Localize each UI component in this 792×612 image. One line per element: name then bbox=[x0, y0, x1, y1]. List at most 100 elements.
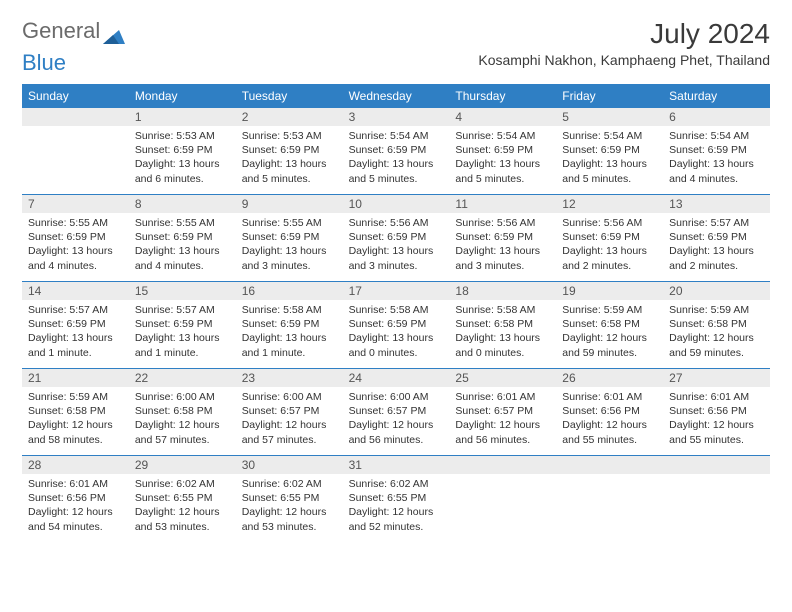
day-number: 30 bbox=[236, 456, 343, 474]
day-number: 15 bbox=[129, 282, 236, 300]
sunset-text: Sunset: 6:58 PM bbox=[562, 317, 657, 331]
sunrise-text: Sunrise: 6:01 AM bbox=[28, 477, 123, 491]
day-detail: Sunrise: 6:00 AMSunset: 6:57 PMDaylight:… bbox=[236, 387, 343, 451]
logo-triangle-icon bbox=[103, 24, 125, 38]
day-detail: Sunrise: 6:01 AMSunset: 6:56 PMDaylight:… bbox=[556, 387, 663, 451]
daylight-text: Daylight: 13 hours and 4 minutes. bbox=[28, 244, 123, 272]
day-number: 17 bbox=[343, 282, 450, 300]
day-number: 18 bbox=[449, 282, 556, 300]
daylight-text: Daylight: 12 hours and 57 minutes. bbox=[242, 418, 337, 446]
day-number: 6 bbox=[663, 108, 770, 126]
day-detail: Sunrise: 5:58 AMSunset: 6:58 PMDaylight:… bbox=[449, 300, 556, 364]
calendar-cell: 5Sunrise: 5:54 AMSunset: 6:59 PMDaylight… bbox=[556, 108, 663, 194]
logo: General bbox=[22, 18, 127, 44]
daylight-text: Daylight: 13 hours and 3 minutes. bbox=[242, 244, 337, 272]
day-detail: Sunrise: 5:59 AMSunset: 6:58 PMDaylight:… bbox=[663, 300, 770, 364]
day-detail: Sunrise: 5:54 AMSunset: 6:59 PMDaylight:… bbox=[449, 126, 556, 190]
calendar-cell: 26Sunrise: 6:01 AMSunset: 6:56 PMDayligh… bbox=[556, 369, 663, 455]
sunrise-text: Sunrise: 6:02 AM bbox=[242, 477, 337, 491]
calendar-cell: 23Sunrise: 6:00 AMSunset: 6:57 PMDayligh… bbox=[236, 369, 343, 455]
day-detail: Sunrise: 5:55 AMSunset: 6:59 PMDaylight:… bbox=[236, 213, 343, 277]
calendar-cell bbox=[449, 456, 556, 542]
day-detail: Sunrise: 5:58 AMSunset: 6:59 PMDaylight:… bbox=[343, 300, 450, 364]
calendar-cell: 27Sunrise: 6:01 AMSunset: 6:56 PMDayligh… bbox=[663, 369, 770, 455]
sunset-text: Sunset: 6:55 PM bbox=[349, 491, 444, 505]
sunset-text: Sunset: 6:55 PM bbox=[135, 491, 230, 505]
sunset-text: Sunset: 6:57 PM bbox=[455, 404, 550, 418]
sunset-text: Sunset: 6:59 PM bbox=[135, 317, 230, 331]
calendar-cell: 20Sunrise: 5:59 AMSunset: 6:58 PMDayligh… bbox=[663, 282, 770, 368]
location-label: Kosamphi Nakhon, Kamphaeng Phet, Thailan… bbox=[478, 52, 770, 68]
daylight-text: Daylight: 12 hours and 58 minutes. bbox=[28, 418, 123, 446]
daylight-text: Daylight: 13 hours and 5 minutes. bbox=[349, 157, 444, 185]
sunrise-text: Sunrise: 5:54 AM bbox=[669, 129, 764, 143]
sunrise-text: Sunrise: 5:59 AM bbox=[562, 303, 657, 317]
sunrise-text: Sunrise: 5:58 AM bbox=[242, 303, 337, 317]
sunrise-text: Sunrise: 6:00 AM bbox=[242, 390, 337, 404]
day-number: 10 bbox=[343, 195, 450, 213]
sunset-text: Sunset: 6:59 PM bbox=[135, 230, 230, 244]
sunset-text: Sunset: 6:59 PM bbox=[28, 317, 123, 331]
calendar-cell: 11Sunrise: 5:56 AMSunset: 6:59 PMDayligh… bbox=[449, 195, 556, 281]
day-number: 27 bbox=[663, 369, 770, 387]
calendar-cell: 1Sunrise: 5:53 AMSunset: 6:59 PMDaylight… bbox=[129, 108, 236, 194]
calendar-cell: 7Sunrise: 5:55 AMSunset: 6:59 PMDaylight… bbox=[22, 195, 129, 281]
sunset-text: Sunset: 6:59 PM bbox=[135, 143, 230, 157]
daylight-text: Daylight: 13 hours and 3 minutes. bbox=[455, 244, 550, 272]
sunset-text: Sunset: 6:57 PM bbox=[242, 404, 337, 418]
day-number: 26 bbox=[556, 369, 663, 387]
calendar-cell: 12Sunrise: 5:56 AMSunset: 6:59 PMDayligh… bbox=[556, 195, 663, 281]
sunset-text: Sunset: 6:58 PM bbox=[455, 317, 550, 331]
daylight-text: Daylight: 13 hours and 3 minutes. bbox=[349, 244, 444, 272]
calendar-cell: 16Sunrise: 5:58 AMSunset: 6:59 PMDayligh… bbox=[236, 282, 343, 368]
day-header-row: Sunday Monday Tuesday Wednesday Thursday… bbox=[22, 84, 770, 108]
daylight-text: Daylight: 13 hours and 5 minutes. bbox=[562, 157, 657, 185]
sunrise-text: Sunrise: 5:54 AM bbox=[562, 129, 657, 143]
day-number: 2 bbox=[236, 108, 343, 126]
sunrise-text: Sunrise: 5:55 AM bbox=[242, 216, 337, 230]
day-detail: Sunrise: 6:01 AMSunset: 6:56 PMDaylight:… bbox=[22, 474, 129, 538]
day-detail: Sunrise: 5:56 AMSunset: 6:59 PMDaylight:… bbox=[556, 213, 663, 277]
day-number: 16 bbox=[236, 282, 343, 300]
week-row: 28Sunrise: 6:01 AMSunset: 6:56 PMDayligh… bbox=[22, 455, 770, 542]
day-detail: Sunrise: 5:59 AMSunset: 6:58 PMDaylight:… bbox=[556, 300, 663, 364]
sunrise-text: Sunrise: 5:55 AM bbox=[28, 216, 123, 230]
calendar-cell: 28Sunrise: 6:01 AMSunset: 6:56 PMDayligh… bbox=[22, 456, 129, 542]
daylight-text: Daylight: 12 hours and 53 minutes. bbox=[135, 505, 230, 533]
calendar-cell: 24Sunrise: 6:00 AMSunset: 6:57 PMDayligh… bbox=[343, 369, 450, 455]
logo-text-general: General bbox=[22, 18, 100, 44]
calendar-cell: 13Sunrise: 5:57 AMSunset: 6:59 PMDayligh… bbox=[663, 195, 770, 281]
day-detail: Sunrise: 6:00 AMSunset: 6:57 PMDaylight:… bbox=[343, 387, 450, 451]
day-number: 11 bbox=[449, 195, 556, 213]
sunset-text: Sunset: 6:59 PM bbox=[242, 143, 337, 157]
sunset-text: Sunset: 6:59 PM bbox=[455, 230, 550, 244]
daylight-text: Daylight: 13 hours and 5 minutes. bbox=[455, 157, 550, 185]
sunset-text: Sunset: 6:58 PM bbox=[28, 404, 123, 418]
calendar-cell: 22Sunrise: 6:00 AMSunset: 6:58 PMDayligh… bbox=[129, 369, 236, 455]
daylight-text: Daylight: 12 hours and 53 minutes. bbox=[242, 505, 337, 533]
sunset-text: Sunset: 6:59 PM bbox=[28, 230, 123, 244]
sunrise-text: Sunrise: 6:02 AM bbox=[135, 477, 230, 491]
calendar-cell: 8Sunrise: 5:55 AMSunset: 6:59 PMDaylight… bbox=[129, 195, 236, 281]
day-number: 25 bbox=[449, 369, 556, 387]
calendar-cell: 17Sunrise: 5:58 AMSunset: 6:59 PMDayligh… bbox=[343, 282, 450, 368]
sunset-text: Sunset: 6:56 PM bbox=[669, 404, 764, 418]
sunset-text: Sunset: 6:58 PM bbox=[669, 317, 764, 331]
sunset-text: Sunset: 6:56 PM bbox=[28, 491, 123, 505]
calendar-cell: 29Sunrise: 6:02 AMSunset: 6:55 PMDayligh… bbox=[129, 456, 236, 542]
day-number: 14 bbox=[22, 282, 129, 300]
sunrise-text: Sunrise: 5:57 AM bbox=[135, 303, 230, 317]
day-number: 13 bbox=[663, 195, 770, 213]
daylight-text: Daylight: 13 hours and 5 minutes. bbox=[242, 157, 337, 185]
day-number: 3 bbox=[343, 108, 450, 126]
day-detail: Sunrise: 5:57 AMSunset: 6:59 PMDaylight:… bbox=[129, 300, 236, 364]
daylight-text: Daylight: 12 hours and 52 minutes. bbox=[349, 505, 444, 533]
sunrise-text: Sunrise: 6:02 AM bbox=[349, 477, 444, 491]
calendar-cell bbox=[663, 456, 770, 542]
calendar-cell: 18Sunrise: 5:58 AMSunset: 6:58 PMDayligh… bbox=[449, 282, 556, 368]
day-detail: Sunrise: 5:56 AMSunset: 6:59 PMDaylight:… bbox=[449, 213, 556, 277]
sunrise-text: Sunrise: 5:57 AM bbox=[669, 216, 764, 230]
calendar-cell: 25Sunrise: 6:01 AMSunset: 6:57 PMDayligh… bbox=[449, 369, 556, 455]
sunset-text: Sunset: 6:59 PM bbox=[349, 143, 444, 157]
sunrise-text: Sunrise: 5:56 AM bbox=[562, 216, 657, 230]
